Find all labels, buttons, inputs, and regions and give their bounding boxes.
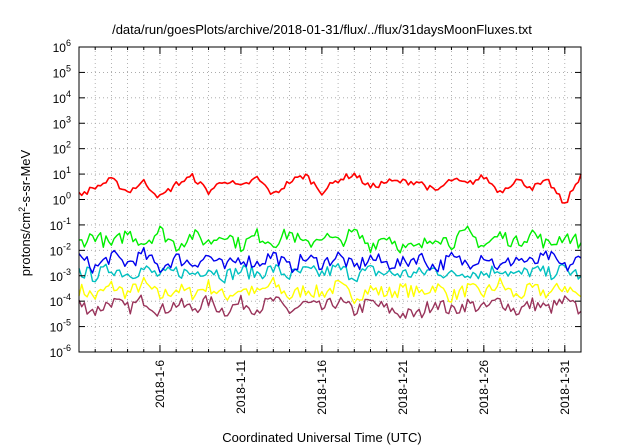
grid xyxy=(79,47,581,352)
y-tick-base: 10 xyxy=(53,194,67,208)
x-tick-label: 2018-1-16 xyxy=(315,360,329,415)
x-tick-label: 2018-1-11 xyxy=(234,360,248,414)
x-tick-label: 2018-1-21 xyxy=(396,360,410,415)
series-line-1 xyxy=(78,225,582,254)
y-tick-label: 10-3 xyxy=(50,267,71,284)
series-line-2 xyxy=(78,246,582,274)
y-tick-base: 10 xyxy=(50,321,64,335)
y-tick-label: 102 xyxy=(53,140,71,157)
y-tick-label: 10-5 xyxy=(50,318,71,335)
series-line-3 xyxy=(78,263,582,284)
series-line-0 xyxy=(78,172,582,204)
x-tick-label: 2018-1-26 xyxy=(477,360,491,415)
series-line-4 xyxy=(78,276,582,305)
y-tick-exponent: -3 xyxy=(63,267,71,277)
y-tick-label: 104 xyxy=(53,89,71,106)
y-tick-label: 105 xyxy=(53,63,71,80)
y-tick-labels: 10-610-510-410-310-210-11001011021031041… xyxy=(50,38,71,360)
y-tick-label: 10-4 xyxy=(50,292,71,309)
y-tick-exponent: 3 xyxy=(66,114,71,124)
plot-frame xyxy=(78,46,582,353)
x-tick-label: 2018-1-6 xyxy=(153,360,167,408)
tick-marks xyxy=(79,46,581,353)
x-tick-label: 2018-1-31 xyxy=(558,360,572,415)
x-axis-label: Coordinated Universal Time (UTC) xyxy=(222,430,421,445)
y-tick-exponent: 6 xyxy=(66,38,71,48)
y-tick-label: 10-6 xyxy=(50,343,71,360)
series-line-5 xyxy=(78,294,582,319)
y-tick-base: 10 xyxy=(50,244,64,258)
y-tick-base: 10 xyxy=(50,346,64,360)
y-tick-exponent: 4 xyxy=(66,89,71,99)
y-tick-base: 10 xyxy=(50,295,64,309)
y-tick-exponent: 1 xyxy=(66,165,71,175)
y-tick-base: 10 xyxy=(50,219,64,233)
y-axis-label-base: protons/cm xyxy=(18,212,33,276)
y-axis-label: protons/cm2-s-sr-MeV xyxy=(17,149,33,276)
y-axis-label-rest: -s-sr-MeV xyxy=(18,149,33,206)
y-tick-label: 106 xyxy=(53,38,71,55)
y-tick-base: 10 xyxy=(53,117,67,131)
y-tick-label: 103 xyxy=(53,114,71,131)
y-tick-label: 10-2 xyxy=(50,241,71,258)
y-tick-base: 10 xyxy=(53,41,67,55)
y-tick-base: 10 xyxy=(53,66,67,80)
y-tick-base: 10 xyxy=(53,168,67,182)
y-tick-label: 101 xyxy=(53,165,71,182)
y-axis-label-exponent: 2 xyxy=(17,207,27,212)
y-tick-exponent: -6 xyxy=(63,343,71,353)
x-tick-labels: 2018-1-6 2018-1-11 2018-1-16 2018-1-21 2018-… xyxy=(153,360,572,415)
y-tick-exponent: -4 xyxy=(63,292,71,302)
y-tick-exponent: 2 xyxy=(66,140,71,150)
y-tick-exponent: 0 xyxy=(66,191,71,201)
y-tick-exponent: -1 xyxy=(63,216,71,226)
y-tick-base: 10 xyxy=(53,92,67,106)
chart-title: /data/run/goesPlots/archive/2018-01-31/f… xyxy=(112,22,532,37)
y-tick-base: 10 xyxy=(50,270,64,284)
y-tick-base: 10 xyxy=(53,143,67,157)
series-layer xyxy=(78,172,582,319)
y-tick-exponent: -5 xyxy=(63,318,71,328)
y-tick-exponent: -2 xyxy=(63,241,71,251)
y-tick-label: 100 xyxy=(53,191,71,208)
y-tick-label: 10-1 xyxy=(50,216,71,233)
y-tick-exponent: 5 xyxy=(66,63,71,73)
